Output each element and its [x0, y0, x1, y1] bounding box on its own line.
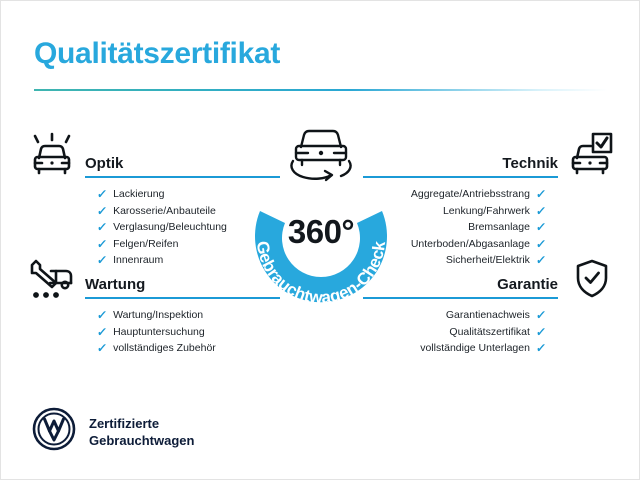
list-item-label: Lenkung/Fahrwerk [442, 204, 530, 217]
list-item-label: Qualitätszertifikat [449, 325, 530, 338]
footer-line-2: Gebrauchtwagen [89, 432, 195, 448]
section-divider [363, 297, 558, 299]
check-icon: ✓ [96, 203, 108, 218]
check-icon: ✓ [535, 187, 547, 202]
shield-check-icon [575, 259, 609, 304]
list-item-label: Garantienachweis [445, 309, 530, 321]
badge-360-gebrauchtwagen-check: Gebrauchtwagen-Check 360° [233, 151, 409, 327]
list-item: ✓ Karosserie/Anbauteile [96, 203, 280, 220]
list-item-label: Lackierung [113, 188, 165, 200]
checklist-garantie: Garantienachweis ✓ Qualitätszertifikat ✓ v… [363, 307, 547, 357]
check-icon: ✓ [535, 308, 547, 323]
list-item: ✓ Hauptuntersuchung [96, 324, 280, 341]
list-item-label: vollständiges Zubehör [113, 342, 216, 354]
section-header: Optik [85, 148, 280, 178]
checklist-technik: Aggregate/Antriebsstrang ✓ Lenkung/Fahrwe… [363, 186, 547, 269]
list-item-label: Unterboden/Abgasanlage [410, 237, 530, 250]
car-front-checkbox-icon [567, 132, 613, 181]
list-item-label: Aggregate/Antriebsstrang [410, 188, 530, 200]
ring-shape [255, 211, 387, 303]
list-item-label: Wartung/Inspektion [113, 309, 204, 321]
list-item: vollständige Unterlagen ✓ [363, 340, 547, 357]
check-icon: ✓ [96, 341, 108, 356]
check-icon: ✓ [96, 308, 108, 323]
section-title-technik: Technik [502, 155, 558, 172]
section-garantie: Garantie Garantienachweis ✓ Qualitätszert… [363, 269, 558, 373]
section-title-wartung: Wartung [85, 276, 146, 293]
list-item: ✓ Innenraum [96, 252, 280, 269]
list-item: ✓ Verglasung/Beleuchtung [96, 219, 280, 236]
check-icon: ✓ [535, 253, 547, 268]
car-front-shine-icon [29, 132, 75, 181]
check-icon: ✓ [96, 253, 108, 268]
check-icon: ✓ [535, 324, 547, 339]
section-divider [363, 176, 558, 178]
check-icon: ✓ [96, 236, 108, 251]
wrench-car-service-icon [26, 259, 76, 306]
section-title-optik: Optik [85, 155, 124, 172]
list-item-label: Karosserie/Anbauteile [113, 204, 216, 217]
list-item: ✓ Felgen/Reifen [96, 236, 280, 253]
car-rotate-360-icon [279, 121, 363, 183]
check-icon: ✓ [96, 324, 108, 339]
check-icon: ✓ [535, 341, 547, 356]
list-item-label: vollständige Unterlagen [420, 342, 530, 354]
section-optik: Optik ✓ Lackierung ✓ Karosserie/Anbauteile… [85, 148, 280, 285]
page-title: Qualitätszertifikat [34, 37, 281, 70]
list-item: Bremsanlage ✓ [363, 219, 547, 236]
section-divider [85, 176, 280, 178]
badge-degrees-label: 360° [287, 213, 355, 250]
check-icon: ✓ [96, 220, 108, 235]
list-item: Lenkung/Fahrwerk ✓ [363, 203, 547, 220]
section-header: Technik [363, 148, 558, 178]
check-icon: ✓ [535, 203, 547, 218]
list-item: Qualitätszertifikat ✓ [363, 324, 546, 341]
section-title-garantie: Garantie [497, 276, 558, 293]
list-item: Sicherheit/Elektrik ✓ [363, 252, 547, 269]
footer-brand: Zertifizierte Gebrauchtwagen [31, 406, 194, 457]
list-item-label: Felgen/Reifen [113, 237, 179, 250]
list-item-label: Sicherheit/Elektrik [445, 254, 530, 266]
list-item-label: Hauptuntersuchung [113, 325, 205, 338]
section-wartung: Wartung ✓ Wartung/Inspektion ✓ Hauptunters… [85, 269, 280, 373]
volkswagen-logo [31, 406, 77, 457]
section-technik: Technik Aggregate/Antriebsstrang ✓ Lenkun… [363, 148, 558, 285]
check-icon: ✓ [535, 236, 547, 251]
section-divider [85, 297, 280, 299]
section-header: Wartung [85, 269, 280, 299]
list-item: Aggregate/Antriebsstrang ✓ [363, 186, 547, 203]
list-item-label: Bremsanlage [468, 221, 530, 233]
list-item: ✓ Wartung/Inspektion [96, 307, 280, 324]
list-item: Unterboden/Abgasanlage ✓ [363, 236, 547, 253]
list-item-label: Innenraum [113, 254, 164, 266]
check-icon: ✓ [535, 220, 547, 235]
footer-line-1: Zertifizierte [89, 415, 160, 431]
title-divider [34, 89, 608, 91]
list-item: Garantienachweis ✓ [363, 307, 547, 324]
list-item: ✓ vollständiges Zubehör [96, 340, 280, 357]
section-header: Garantie [363, 269, 558, 299]
list-item-label: Verglasung/Beleuchtung [113, 221, 227, 233]
checklist-optik: ✓ Lackierung ✓ Karosserie/Anbauteile ✓ Verg… [96, 186, 280, 269]
check-icon: ✓ [96, 187, 108, 202]
footer-text: Zertifizierte Gebrauchtwagen [89, 415, 194, 449]
list-item: ✓ Lackierung [96, 186, 280, 203]
checklist-wartung: ✓ Wartung/Inspektion ✓ Hauptuntersuchung ✓… [96, 307, 280, 357]
